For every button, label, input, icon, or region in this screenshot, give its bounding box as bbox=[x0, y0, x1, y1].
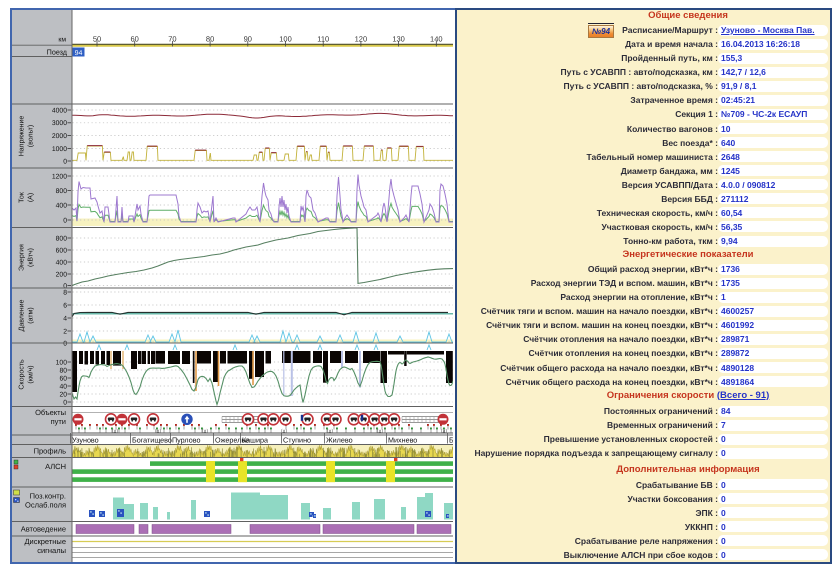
svg-text:(д): (д) bbox=[327, 429, 334, 435]
svg-text:70: 70 bbox=[168, 35, 176, 44]
svg-text:60: 60 bbox=[131, 35, 139, 44]
svg-text:600: 600 bbox=[56, 247, 68, 254]
svg-text:20: 20 bbox=[59, 391, 67, 398]
svg-text:60: 60 bbox=[59, 375, 67, 382]
svg-text:Автоведение: Автоведение bbox=[21, 525, 66, 534]
svg-text:8: 8 bbox=[63, 289, 67, 296]
svg-text:Богатищево: Богатищево bbox=[132, 436, 172, 445]
svg-text:80: 80 bbox=[206, 35, 214, 44]
svg-text:Пурлово: Пурлово bbox=[172, 436, 200, 445]
svg-text:(А): (А) bbox=[27, 193, 35, 202]
svg-text:(д): (д) bbox=[377, 429, 384, 435]
svg-text:Профиль: Профиль bbox=[34, 447, 66, 456]
svg-text:Ослаб.поля: Ослаб.поля bbox=[25, 501, 66, 510]
svg-text:6: 6 bbox=[63, 302, 67, 309]
svg-text:50: 50 bbox=[93, 35, 101, 44]
svg-text:80: 80 bbox=[59, 367, 67, 374]
svg-text:94: 94 bbox=[75, 50, 83, 57]
svg-text:3000: 3000 bbox=[52, 120, 67, 127]
svg-text:140: 140 bbox=[430, 35, 443, 44]
svg-text:Напряжение: Напряжение bbox=[19, 116, 26, 157]
svg-text:Поз.контр.: Поз.контр. bbox=[30, 492, 66, 501]
svg-text:Скорость: Скорость bbox=[19, 359, 26, 390]
svg-text:0: 0 bbox=[63, 217, 67, 224]
svg-text:1000: 1000 bbox=[52, 146, 67, 153]
svg-text:800: 800 bbox=[56, 235, 68, 242]
svg-text:км: км bbox=[58, 37, 66, 44]
svg-text:(атм): (атм) bbox=[27, 307, 35, 323]
svg-text:АЛСН: АЛСН bbox=[45, 462, 66, 471]
svg-text:40: 40 bbox=[59, 383, 67, 390]
svg-text:800: 800 bbox=[56, 188, 68, 195]
svg-text:(д): (д) bbox=[155, 429, 162, 435]
svg-text:пути: пути bbox=[51, 417, 66, 426]
svg-text:(км/ч): (км/ч) bbox=[27, 365, 35, 383]
svg-text:Жилево: Жилево bbox=[326, 436, 353, 445]
svg-text:2000: 2000 bbox=[52, 133, 67, 140]
svg-text:400: 400 bbox=[56, 259, 68, 266]
svg-text:2: 2 bbox=[63, 328, 67, 335]
svg-text:0: 0 bbox=[63, 399, 67, 406]
svg-text:Ожерелье: Ожерелье bbox=[215, 436, 249, 445]
svg-text:(д): (д) bbox=[281, 429, 288, 435]
svg-text:Михнево: Михнево bbox=[388, 436, 417, 445]
svg-text:Объекты: Объекты bbox=[35, 408, 66, 417]
svg-text:(д): (д) bbox=[202, 429, 209, 435]
svg-text:400: 400 bbox=[56, 202, 68, 209]
svg-text:Энергия: Энергия bbox=[19, 244, 26, 271]
svg-text:4000: 4000 bbox=[52, 107, 67, 114]
svg-text:(вольт): (вольт) bbox=[27, 125, 35, 147]
svg-text:Поезд: Поезд bbox=[47, 48, 68, 57]
svg-text:Ступино: Ступино bbox=[283, 436, 311, 445]
svg-text:Б: Б bbox=[449, 436, 453, 445]
svg-text:(д): (д) bbox=[441, 429, 448, 435]
svg-text:0: 0 bbox=[63, 283, 67, 290]
svg-text:Кашира: Кашира bbox=[242, 436, 268, 445]
svg-text:110: 110 bbox=[317, 35, 329, 44]
svg-text:Дискретные: Дискретные bbox=[24, 537, 66, 546]
svg-text:4: 4 bbox=[63, 315, 67, 322]
svg-text:0: 0 bbox=[63, 158, 67, 165]
svg-text:100: 100 bbox=[56, 359, 68, 366]
svg-text:сигналы: сигналы bbox=[37, 546, 66, 555]
svg-text:100: 100 bbox=[279, 35, 292, 44]
svg-text:(д): (д) bbox=[112, 429, 119, 435]
svg-text:Давление: Давление bbox=[19, 299, 26, 331]
svg-text:120: 120 bbox=[355, 35, 368, 44]
svg-text:90: 90 bbox=[244, 35, 252, 44]
svg-text:(кВтч): (кВтч) bbox=[27, 248, 35, 267]
svg-text:Узуново: Узуново bbox=[72, 436, 99, 445]
svg-text:0: 0 bbox=[63, 340, 67, 347]
svg-text:Ток: Ток bbox=[19, 191, 26, 203]
svg-text:130: 130 bbox=[392, 35, 405, 44]
svg-text:1200: 1200 bbox=[52, 173, 67, 180]
svg-text:200: 200 bbox=[56, 271, 68, 278]
